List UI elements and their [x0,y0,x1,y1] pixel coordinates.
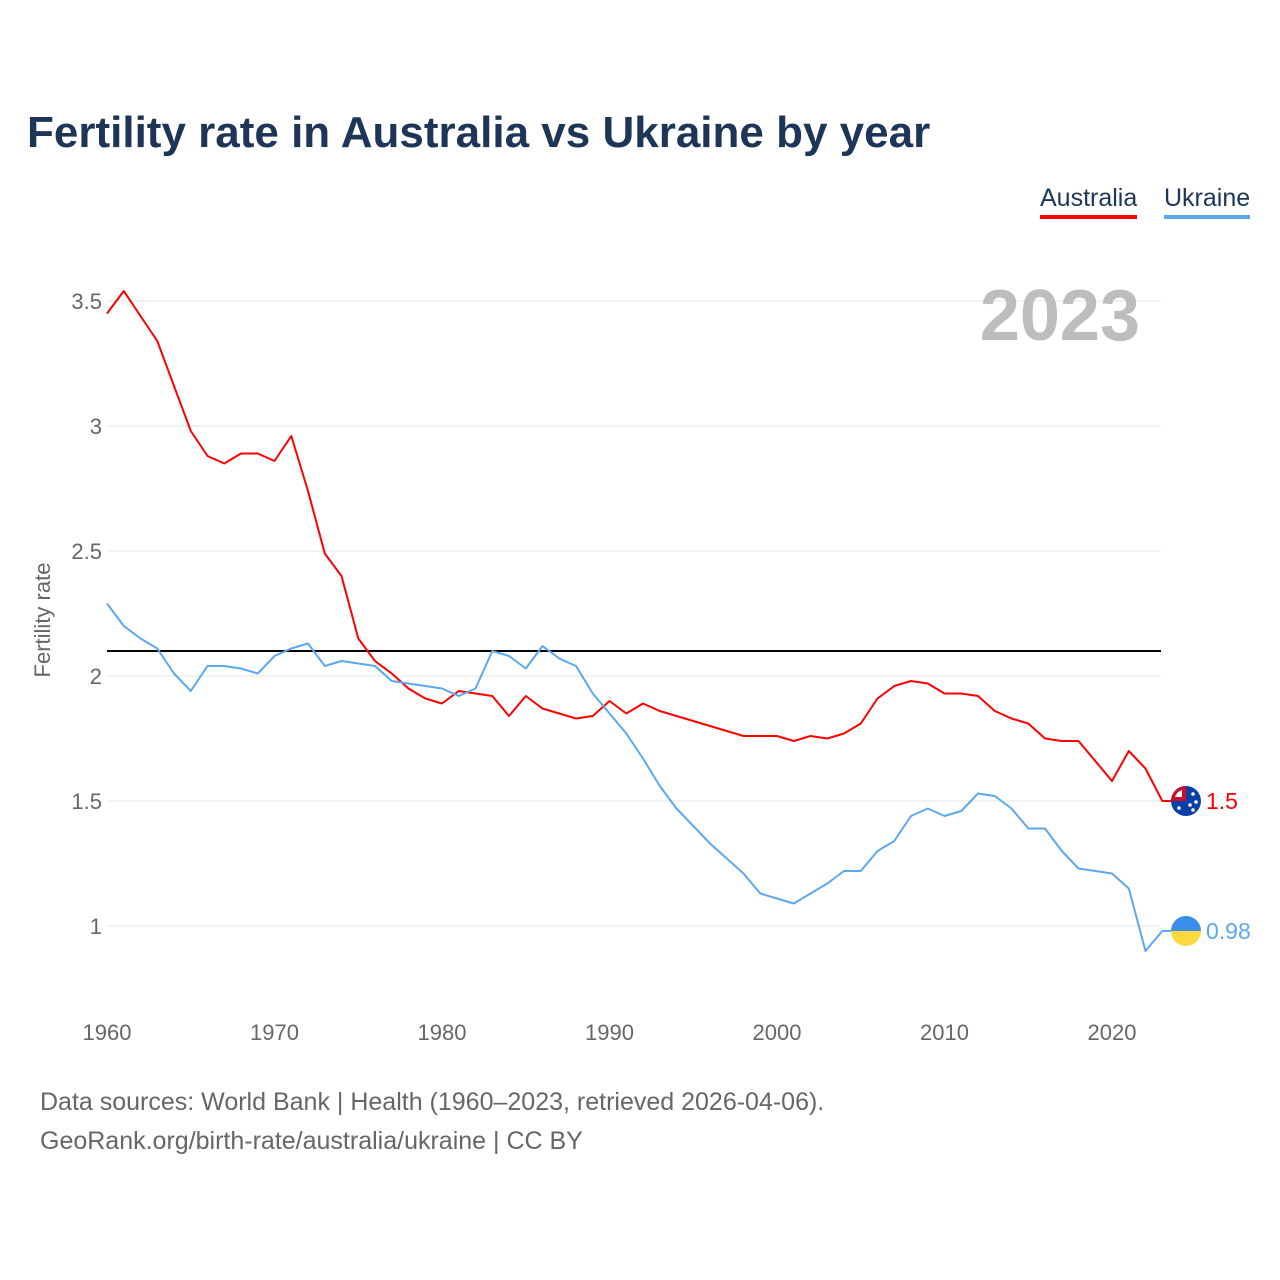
legend-australia[interactable]: Australia [1040,184,1138,219]
ukraine-flag-icon [1171,916,1201,931]
x-tick-label: 2020 [1088,1020,1137,1045]
union-jack-icon [1175,790,1182,797]
end-value-label: 1.5 [1206,788,1238,814]
footer-link[interactable]: GeoRank.org/birth-rate/australia/ukraine… [40,1127,583,1155]
ukraine-flag-icon [1171,931,1201,946]
chart-title: Fertility rate in Australia vs Ukraine b… [27,108,931,157]
x-tick-label: 2000 [753,1020,802,1045]
y-tick-label: 2 [90,664,102,689]
x-tick-label: 1960 [83,1020,132,1045]
x-tick-label: 2010 [920,1020,969,1045]
y-tick-label: 3 [90,414,102,439]
y-tick-label: 3.5 [71,289,102,314]
series-line-ukraine [106,602,1174,952]
x-tick-label: 1970 [250,1020,299,1045]
star-icon [1194,800,1198,804]
y-tick-label: 1 [90,914,102,939]
end-value-label: 0.98 [1206,918,1251,944]
x-tick-label: 1980 [418,1020,467,1045]
series-line-australia [106,290,1174,802]
y-tick-label: 1.5 [71,789,102,814]
legend-ukraine[interactable]: Ukraine [1164,184,1251,219]
y-axis-label: Fertility rate [30,563,55,678]
x-tick-label: 1990 [585,1020,634,1045]
y-tick-label: 2.5 [71,539,102,564]
year-watermark: 2023 [980,276,1140,356]
star-icon [1191,808,1195,812]
star-icon [1191,792,1195,796]
star-icon [1188,803,1192,807]
footer-sources: Data sources: World Bank | Health (1960–… [40,1088,825,1116]
star-icon [1177,806,1181,810]
